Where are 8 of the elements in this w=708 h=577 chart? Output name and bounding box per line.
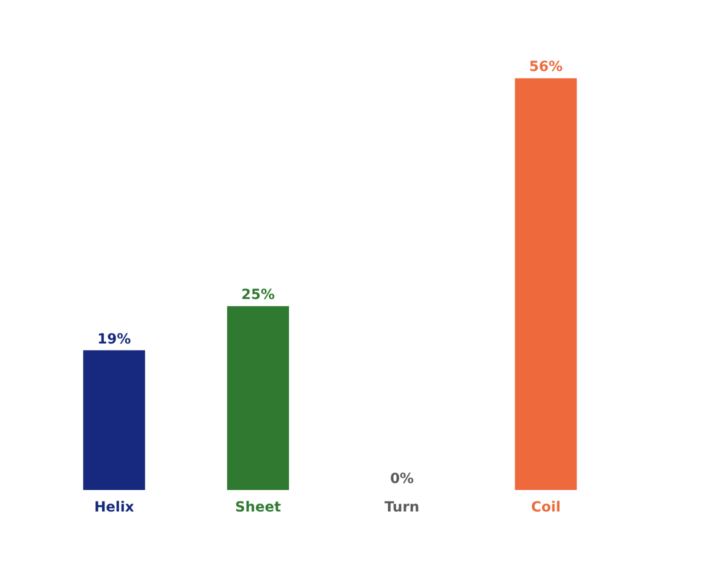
x-tick-label: Coil <box>531 500 561 516</box>
x-tick-label: Turn <box>384 500 420 516</box>
data-label: 0% <box>390 471 414 487</box>
data-label: 25% <box>241 287 275 304</box>
x-tick-label: Sheet <box>235 500 282 516</box>
x-tick-label: Helix <box>94 500 134 516</box>
data-label: 56% <box>529 59 563 76</box>
data-label: 19% <box>97 331 131 348</box>
